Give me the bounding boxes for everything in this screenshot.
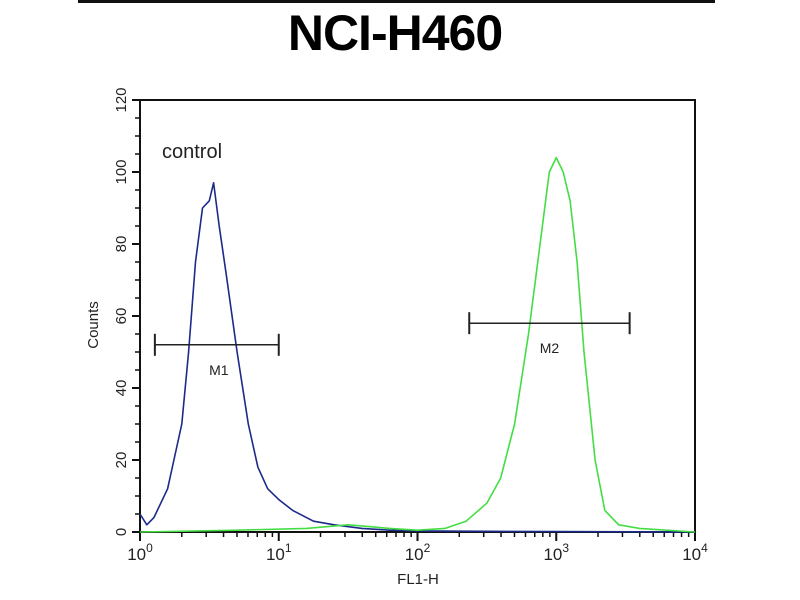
y-tick-label: 100 (113, 159, 130, 184)
y-tick-label: 80 (113, 236, 130, 253)
y-tick-label: 120 (113, 87, 130, 112)
y-tick-label: 40 (113, 380, 130, 397)
x-tick-label: 104 (682, 541, 708, 564)
marker-label: M2 (540, 340, 560, 356)
marker-label: M1 (209, 362, 229, 378)
sample-histogram (139, 156, 696, 533)
y-tick-label: 60 (113, 308, 130, 325)
x-tick-label: 100 (127, 541, 153, 564)
y-tick-label: 20 (113, 452, 130, 469)
control-label: control (162, 141, 222, 163)
plot-frame (139, 99, 696, 533)
x-tick-label: 103 (543, 541, 569, 564)
top-rule (78, 0, 715, 3)
x-tick-label: 102 (405, 541, 431, 564)
x-tick-label: 101 (266, 541, 292, 564)
y-tick-label: 0 (113, 528, 130, 536)
y-axis-label: Counts (85, 301, 102, 349)
x-axis-label: FL1-H (397, 571, 439, 588)
control-histogram (139, 182, 696, 533)
chart-title: NCI-H460 (287, 5, 503, 61)
